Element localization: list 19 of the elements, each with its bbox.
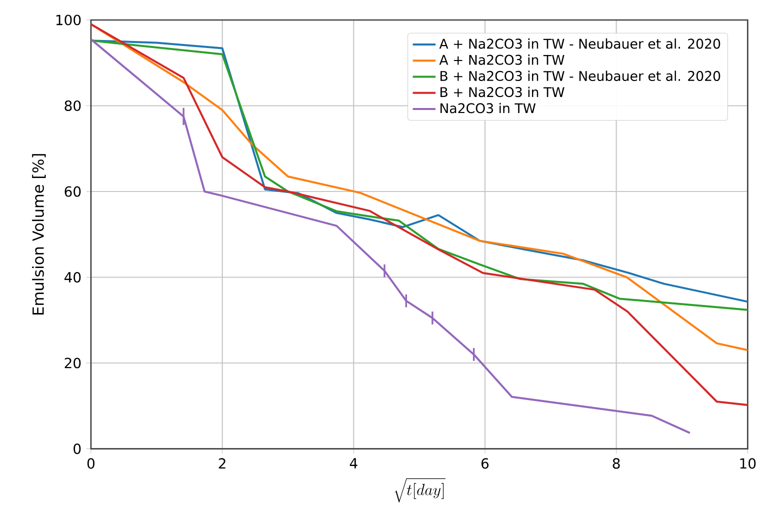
y-axis-title: Emulsion Volume [%]: [32, 154, 46, 315]
x-tick-label: 2: [218, 458, 226, 469]
legend-label: B + Na2CO3 in TW: [440, 86, 564, 98]
legend-label: A + Na2CO3 in TW: [439, 54, 564, 66]
y-tick-label: 100: [56, 14, 81, 26]
x-tick-label: 4: [350, 458, 358, 468]
x-tick-label: 0: [87, 458, 94, 469]
y-tick-label: 80: [64, 100, 81, 112]
y-tick-label: 40: [64, 272, 81, 283]
x-tick-label: 6: [482, 458, 489, 469]
legend-label: A + Na2CO3 in TW - Neubauer et al. 2020: [439, 38, 720, 49]
y-tick-label: 20: [64, 358, 81, 368]
y-tick-label: 0: [74, 444, 81, 454]
legend-label: B + Na2CO3 in TW - Neubauer et al. 2020: [440, 70, 720, 82]
x-axis-title: $\sqrt{t[day]}$: [394, 478, 446, 503]
x-tick-label: 8: [612, 458, 620, 469]
x-tick-label: 10: [740, 458, 756, 469]
y-tick-label: 60: [64, 186, 81, 197]
legend-label: Na2CO3 in TW: [440, 103, 536, 114]
